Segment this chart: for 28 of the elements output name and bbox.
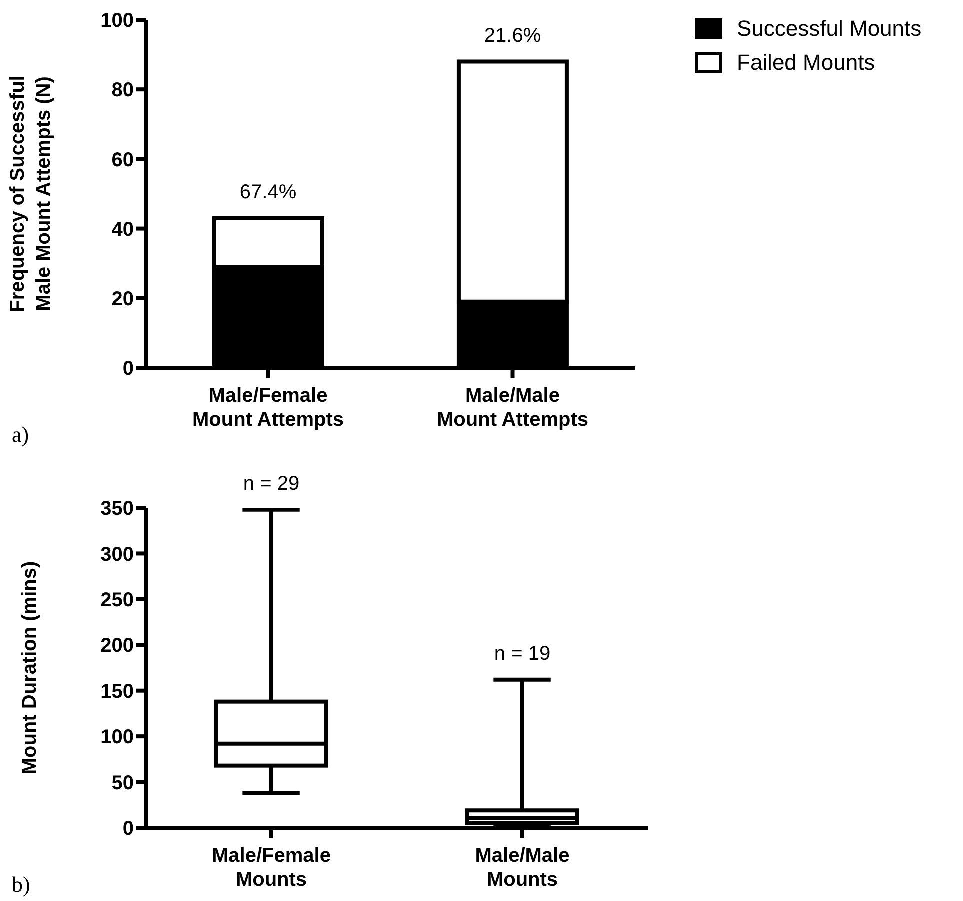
y-axis-title: Frequency of Successful Male Mount Attempts (N): [7, 76, 55, 312]
text: b): [12, 872, 30, 898]
text: a): [12, 422, 30, 448]
y-tick-label: 200: [100, 635, 134, 658]
annotation: 21.6%: [484, 24, 542, 47]
y-tick-label: 250: [100, 590, 134, 612]
x-tick-label: Male/Male Mounts: [475, 845, 570, 891]
y-tick-label: 350: [100, 498, 134, 520]
y-tick-label: 40: [112, 218, 134, 241]
annotation: n = 19: [494, 642, 551, 665]
y-tick-label: 0: [122, 358, 134, 380]
y-tick-label: 300: [100, 544, 134, 566]
annotation: n = 29: [243, 472, 300, 495]
annotation: 67.4%: [240, 181, 297, 204]
x-tick-label: Male/Female Mount Attempts: [192, 385, 344, 431]
y-tick-label: 60: [112, 149, 134, 172]
y-tick-label: 150: [100, 680, 134, 703]
x-tick-label: Male/Female Mounts: [212, 845, 331, 891]
y-tick-label: 50: [112, 772, 134, 794]
y-tick-label: 20: [112, 288, 134, 310]
legend-label: Failed Mounts: [737, 50, 876, 76]
y-tick-label: 100: [100, 10, 134, 32]
y-tick-label: 80: [112, 80, 134, 102]
y-axis-title: Mount Duration (mins): [19, 561, 41, 775]
x-tick-label: Male/Male Mount Attempts: [437, 385, 588, 431]
y-tick-label: 0: [122, 818, 134, 840]
y-tick-label: 100: [100, 726, 134, 749]
legend-label: Successful Mounts: [737, 16, 922, 42]
